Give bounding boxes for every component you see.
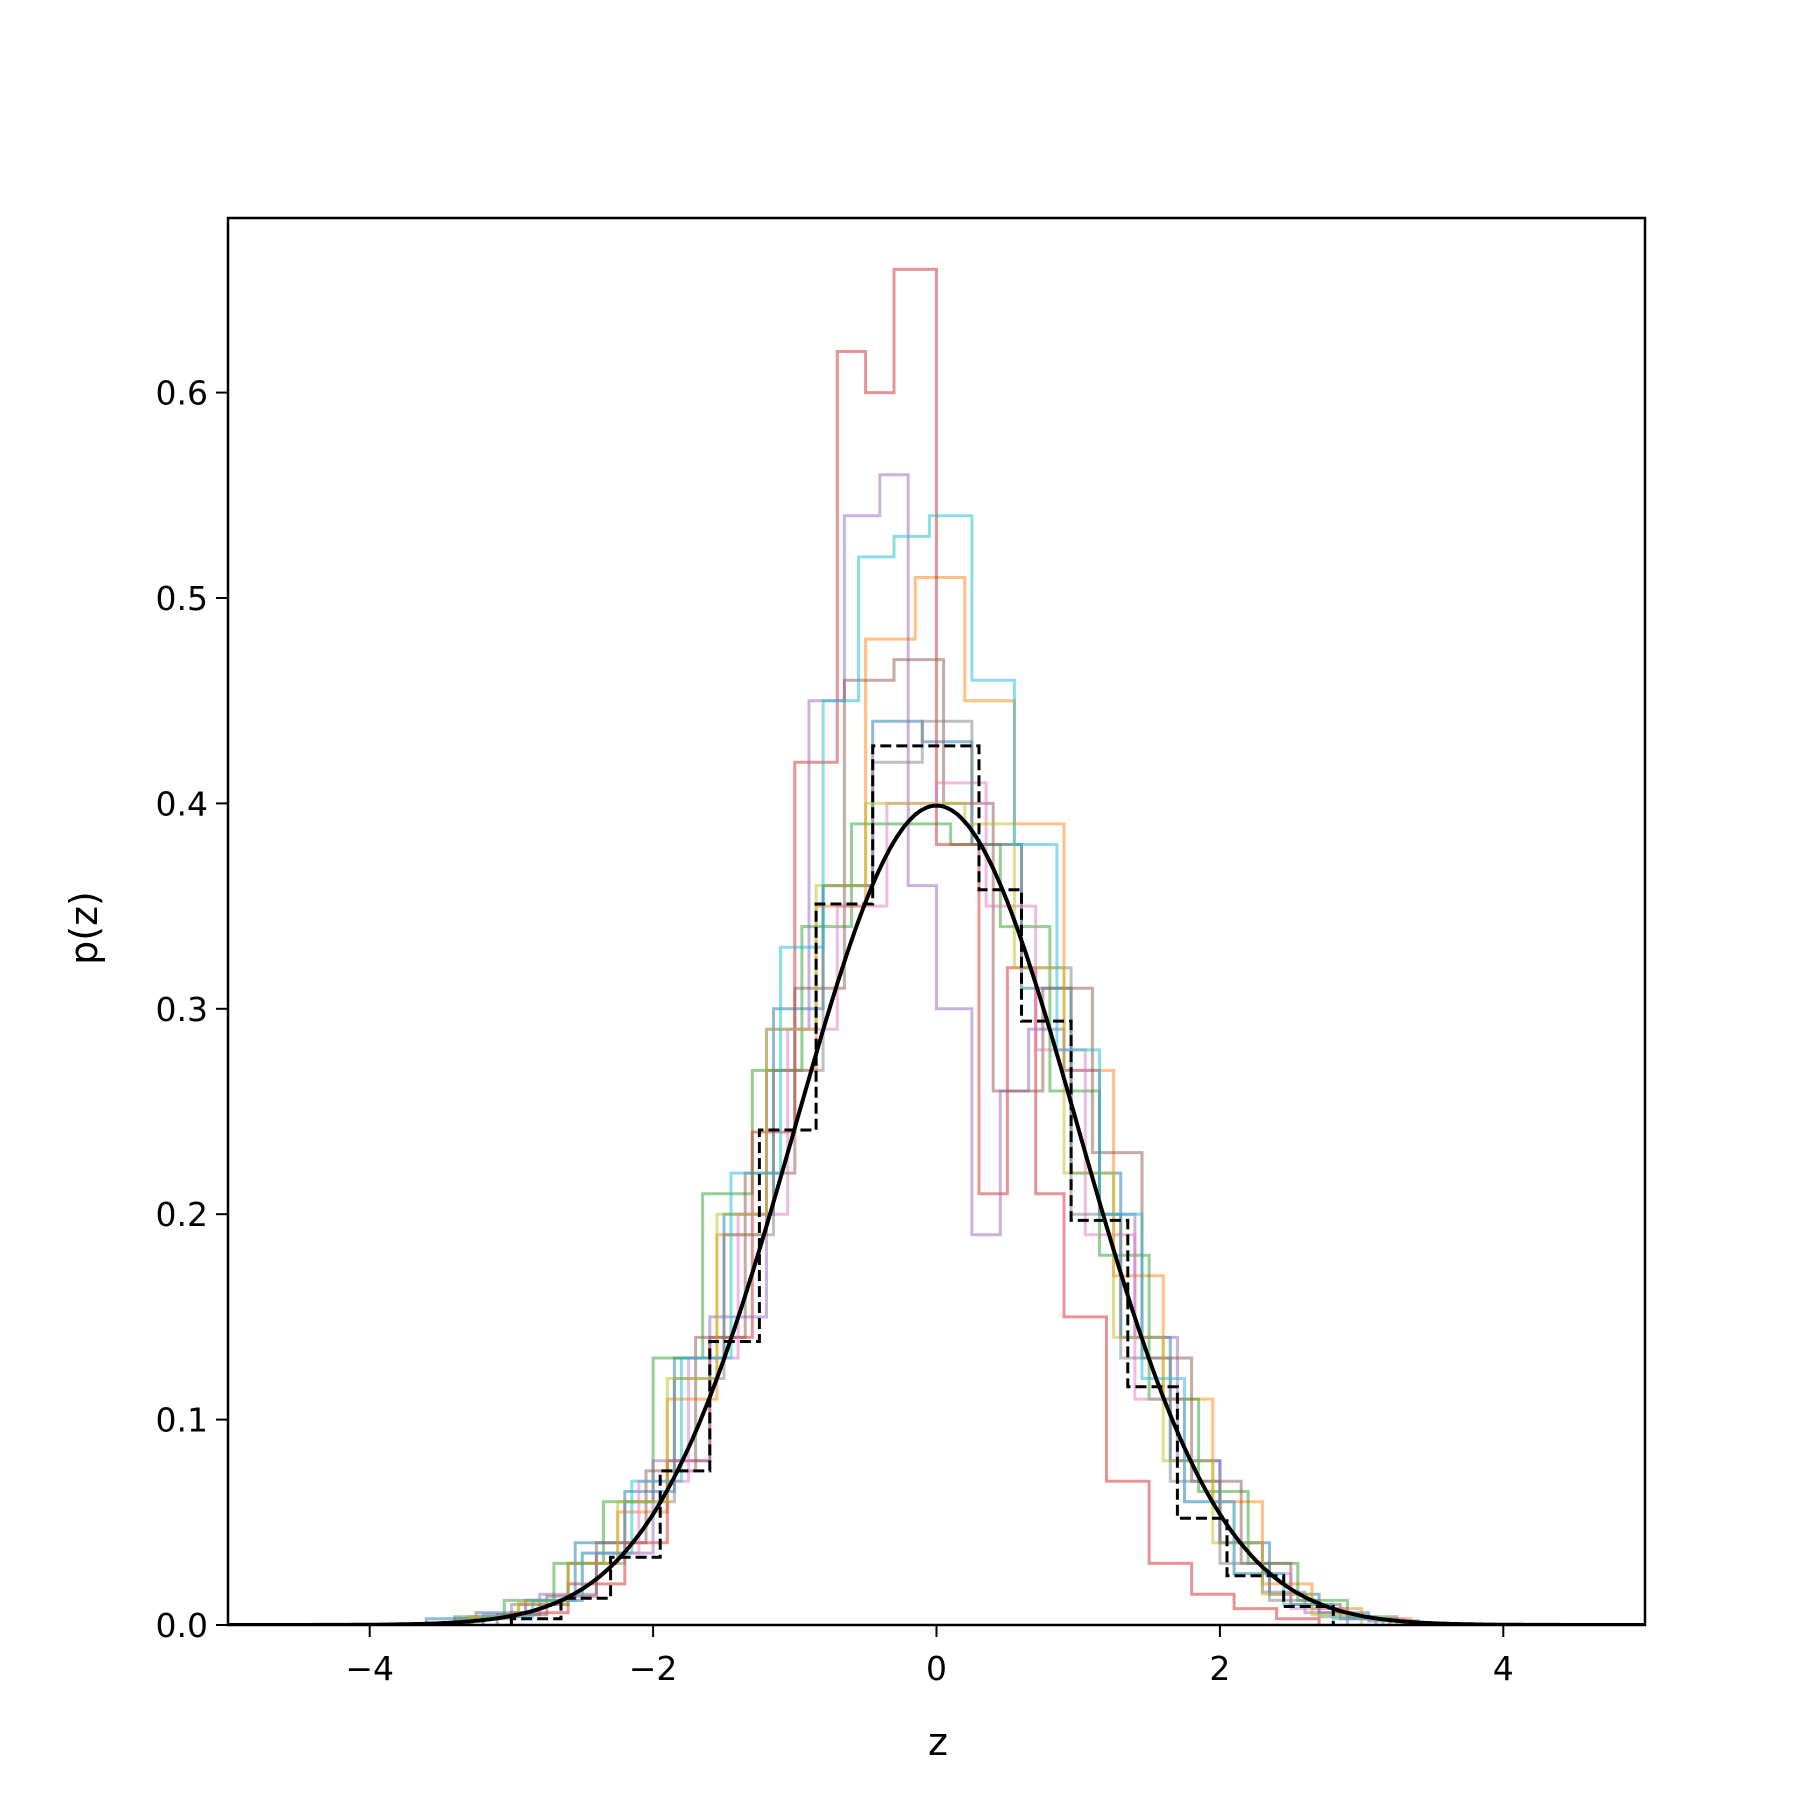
y-tick-label: 0.4 (156, 784, 208, 823)
sample-histogram-8 (453, 719, 1378, 1625)
sample-histogram-10 (481, 514, 1385, 1625)
sample-histogram-1 (424, 719, 1420, 1625)
combined-histogram (509, 744, 1335, 1625)
sample-histogram-5 (481, 473, 1349, 1625)
plot-area (228, 267, 1645, 1625)
axes: −4 −2 0 2 4 0.0 0.1 0.2 0.3 0.4 0.5 0.6 (156, 216, 1647, 1688)
y-tick-label: 0.2 (156, 1195, 208, 1234)
x-tick-label: 0 (926, 1649, 947, 1688)
x-tick-label: 2 (1209, 1649, 1230, 1688)
y-tick-label: 0.1 (156, 1401, 208, 1440)
sample-histogram-2 (467, 576, 1413, 1625)
x-tick-label: 4 (1493, 1649, 1514, 1688)
y-tick-label: 0.5 (156, 579, 208, 618)
sample-histogram-6 (495, 658, 1392, 1625)
sample-histogram-9 (467, 801, 1364, 1625)
y-tick-label: 0.3 (156, 990, 208, 1029)
normal-pdf-curve (228, 803, 1645, 1625)
sample-histogram-3 (453, 822, 1399, 1625)
x-tick-label: −2 (629, 1649, 678, 1688)
y-tick-label: 0.6 (156, 374, 208, 413)
y-tick-label: 0.0 (156, 1606, 208, 1645)
x-tick-label: −4 (345, 1649, 394, 1688)
x-axis-label: z (928, 1720, 948, 1764)
y-axis-label: p(z) (62, 891, 106, 965)
